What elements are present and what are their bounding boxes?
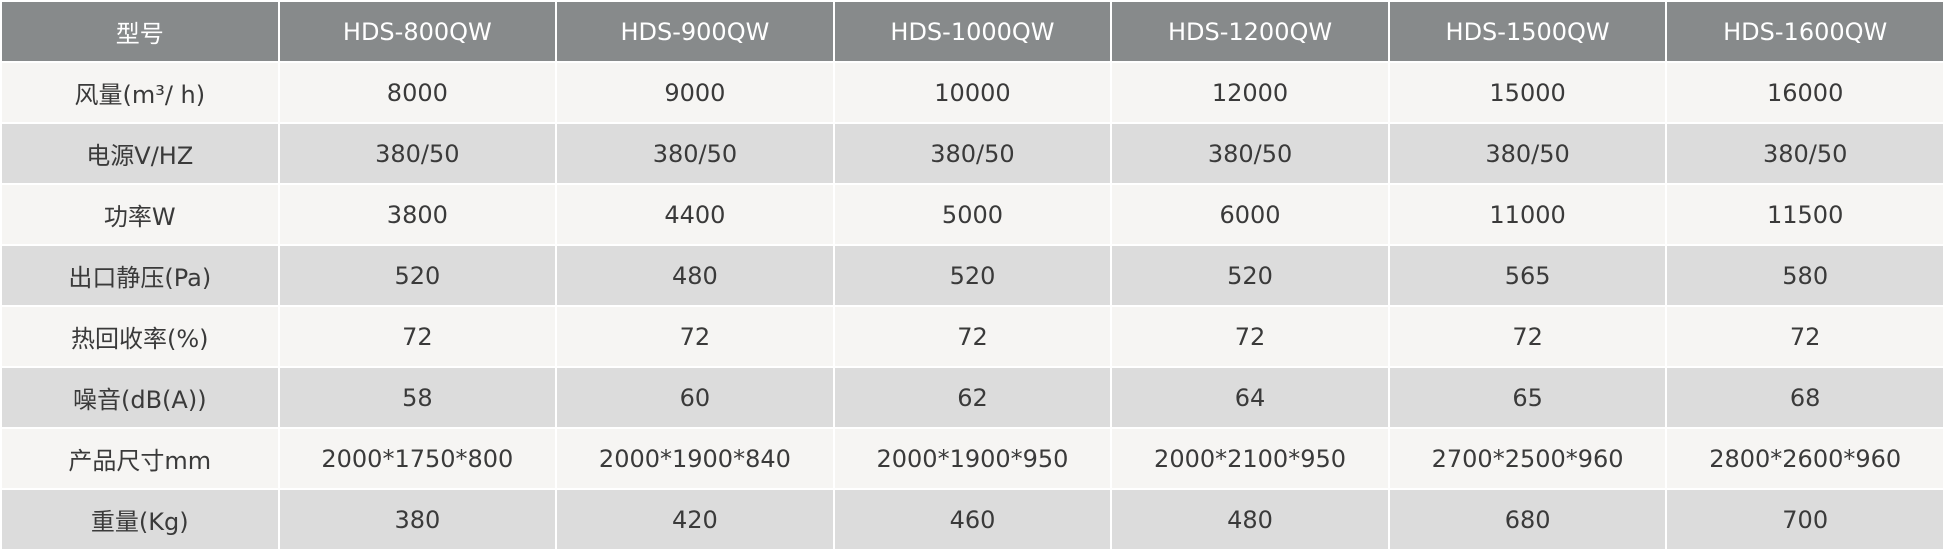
table-cell: 68 bbox=[1665, 366, 1945, 429]
table-cell: 380/50 bbox=[832, 122, 1113, 185]
header-cell: HDS-1200QW bbox=[1110, 0, 1390, 63]
row-label: 功率W bbox=[0, 183, 280, 246]
row-label: 电源V/HZ bbox=[0, 122, 280, 185]
header-cell: 型号 bbox=[0, 0, 280, 63]
table-cell: 72 bbox=[277, 305, 558, 368]
header-cell: HDS-1000QW bbox=[832, 0, 1113, 63]
table-row: 重量(Kg) 380 420 460 480 680 700 bbox=[0, 488, 1945, 551]
table-cell: 380 bbox=[277, 488, 558, 551]
table-cell: 58 bbox=[277, 366, 558, 429]
header-row: 型号 HDS-800QW HDS-900QW HDS-1000QW HDS-1200QW… bbox=[0, 0, 1945, 63]
row-label: 产品尺寸mm bbox=[0, 427, 280, 490]
table-cell: 11500 bbox=[1665, 183, 1945, 246]
table-cell: 520 bbox=[277, 244, 558, 307]
table-cell: 62 bbox=[832, 366, 1113, 429]
table-row: 热回收率(%) 72 72 72 72 72 72 bbox=[0, 305, 1945, 368]
table-cell: 8000 bbox=[277, 61, 558, 124]
header-cell: HDS-1600QW bbox=[1665, 0, 1945, 63]
row-label: 噪音(dB(A)) bbox=[0, 366, 280, 429]
table-cell: 2000*1900*950 bbox=[832, 427, 1113, 490]
table-body: 风量(m³/ h) 8000 9000 10000 12000 15000 16000 电源V… bbox=[0, 61, 1945, 551]
row-label: 风量(m³/ h) bbox=[0, 61, 280, 124]
row-label: 出口静压(Pa) bbox=[0, 244, 280, 307]
table-cell: 72 bbox=[555, 305, 835, 368]
table-cell: 580 bbox=[1665, 244, 1945, 307]
table-row: 噪音(dB(A)) 58 60 62 64 65 68 bbox=[0, 366, 1945, 429]
table-cell: 380/50 bbox=[1665, 122, 1945, 185]
table-cell: 380/50 bbox=[1387, 122, 1668, 185]
table-cell: 16000 bbox=[1665, 61, 1945, 124]
table-cell: 565 bbox=[1387, 244, 1668, 307]
table-cell: 700 bbox=[1665, 488, 1945, 551]
row-label: 热回收率(%) bbox=[0, 305, 280, 368]
header-cell: HDS-1500QW bbox=[1387, 0, 1668, 63]
row-label: 重量(Kg) bbox=[0, 488, 280, 551]
table-cell: 64 bbox=[1110, 366, 1390, 429]
table-row: 电源V/HZ 380/50 380/50 380/50 380/50 380/50 380/… bbox=[0, 122, 1945, 185]
table-cell: 680 bbox=[1387, 488, 1668, 551]
table-cell: 5000 bbox=[832, 183, 1113, 246]
table-cell: 72 bbox=[1110, 305, 1390, 368]
table-cell: 380/50 bbox=[1110, 122, 1390, 185]
table-cell: 460 bbox=[832, 488, 1113, 551]
table-cell: 2700*2500*960 bbox=[1387, 427, 1668, 490]
table-cell: 15000 bbox=[1387, 61, 1668, 124]
table-cell: 2000*2100*950 bbox=[1110, 427, 1390, 490]
table-row: 功率W 3800 4400 5000 6000 11000 11500 bbox=[0, 183, 1945, 246]
table-cell: 11000 bbox=[1387, 183, 1668, 246]
header-cell: HDS-800QW bbox=[277, 0, 558, 63]
table-header: 型号 HDS-800QW HDS-900QW HDS-1000QW HDS-1200QW… bbox=[0, 0, 1945, 63]
table-cell: 12000 bbox=[1110, 61, 1390, 124]
table-cell: 3800 bbox=[277, 183, 558, 246]
header-cell: HDS-900QW bbox=[555, 0, 835, 63]
table-cell: 4400 bbox=[555, 183, 835, 246]
table-cell: 380/50 bbox=[277, 122, 558, 185]
table-cell: 60 bbox=[555, 366, 835, 429]
table-cell: 2000*1900*840 bbox=[555, 427, 835, 490]
table-cell: 420 bbox=[555, 488, 835, 551]
table-cell: 72 bbox=[1387, 305, 1668, 368]
table-cell: 2800*2600*960 bbox=[1665, 427, 1945, 490]
table-cell: 480 bbox=[1110, 488, 1390, 551]
table-cell: 9000 bbox=[555, 61, 835, 124]
table-row: 风量(m³/ h) 8000 9000 10000 12000 15000 16000 bbox=[0, 61, 1945, 124]
table-cell: 6000 bbox=[1110, 183, 1390, 246]
table-cell: 480 bbox=[555, 244, 835, 307]
table-cell: 380/50 bbox=[555, 122, 835, 185]
table-cell: 72 bbox=[1665, 305, 1945, 368]
table-cell: 65 bbox=[1387, 366, 1668, 429]
table-row: 出口静压(Pa) 520 480 520 520 565 580 bbox=[0, 244, 1945, 307]
table-row: 产品尺寸mm 2000*1750*800 2000*1900*840 2000*190… bbox=[0, 427, 1945, 490]
table-cell: 520 bbox=[1110, 244, 1390, 307]
table-cell: 72 bbox=[832, 305, 1113, 368]
table-cell: 520 bbox=[832, 244, 1113, 307]
table-cell: 2000*1750*800 bbox=[277, 427, 558, 490]
table-cell: 10000 bbox=[832, 61, 1113, 124]
